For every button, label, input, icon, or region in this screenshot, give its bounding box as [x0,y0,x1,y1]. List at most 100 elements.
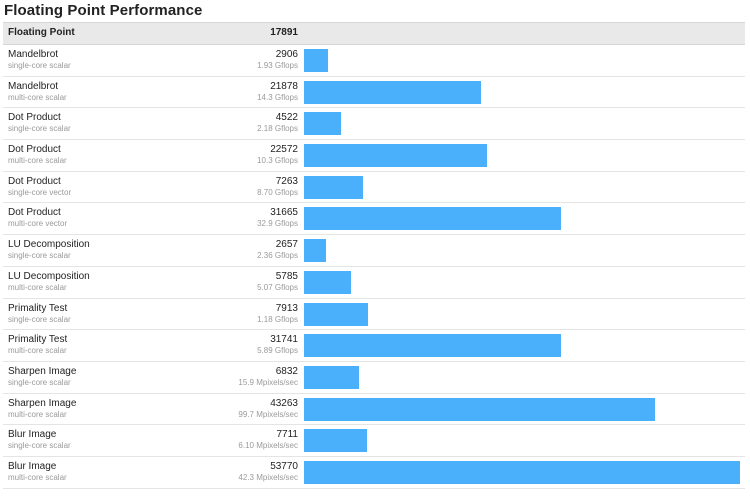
benchmark-rate: 15.9 Mpixels/sec [238,377,298,387]
table-row: Dot Product single-core vector 7263 8.70 Gf… [3,172,745,204]
table-row: LU Decomposition multi-core scalar 5785 5.0… [3,267,745,299]
benchmark-variant: single-core scalar [8,377,71,387]
table-row: Mandelbrot single-core scalar 2906 1.93 Gfl… [3,45,745,77]
benchmark-name: Blur Image [8,429,57,441]
benchmark-score: 7913 [275,302,298,314]
benchmark-rate: 6.10 Mpixels/sec [238,441,298,451]
benchmark-name: LU Decomposition [8,270,90,282]
table-row: LU Decomposition single-core scalar 2657 2.… [3,235,745,267]
table-row: Blur Image multi-core scalar 53770 42.3 Mpi… [3,457,745,489]
score-bar [304,270,351,294]
table-row: Blur Image single-core scalar 7711 6.10 Mpi… [3,425,745,457]
score-bar [304,365,360,389]
bar-track [304,144,740,168]
table-row: Mandelbrot multi-core scalar 21878 14.3 Gfl… [3,77,745,109]
score-bar [304,175,363,199]
benchmark-rate: 32.9 Gflops [257,219,298,229]
table-row: Primality Test single-core scalar 7913 1.18… [3,299,745,331]
table-row: Dot Product multi-core vector 31665 32.9 Gf… [3,203,745,236]
benchmark-rate: 42.3 Mpixels/sec [238,472,298,482]
benchmark-rate: 1.93 Gflops [257,61,298,70]
benchmark-rows: Mandelbrot single-core scalar 2906 1.93 Gfl… [3,45,745,489]
benchmark-variant: single-core scalar [8,314,71,324]
score-bar [304,207,561,231]
benchmark-score: 6832 [275,365,298,377]
table-header: Floating Point 17891 [3,22,745,45]
bar-track [304,80,740,104]
benchmark-table: Floating Point 17891 Mandelbrot single-co… [3,22,745,489]
page-title: Floating Point Performance [4,2,203,19]
benchmark-variant: single-core scalar [8,61,71,70]
benchmark-variant: multi-core scalar [8,472,67,482]
benchmark-rate: 99.7 Mpixels/sec [238,409,298,419]
benchmark-variant: single-core scalar [8,251,71,261]
table-row: Sharpen Image single-core scalar 6832 15.9 … [3,362,745,394]
benchmark-name: Dot Product [8,207,61,219]
table-row: Sharpen Image multi-core scalar 43263 99.7 … [3,394,745,426]
benchmark-rate: 5.89 Gflops [257,346,298,356]
score-bar [304,302,369,326]
benchmark-rate: 2.36 Gflops [257,251,298,261]
benchmark-score: 5785 [275,270,298,282]
benchmark-score: 7263 [275,175,298,187]
benchmark-variant: multi-core scalar [8,409,67,419]
benchmark-name: Blur Image [8,460,57,472]
benchmark-score: 4522 [275,112,298,124]
table-row: Dot Product single-core scalar 4522 2.18 Gf… [3,108,745,141]
benchmark-rate: 1.18 Gflops [257,314,298,324]
benchmark-name: Mandelbrot [8,49,59,60]
score-bar [304,429,367,453]
header-score: 17891 [270,27,298,38]
benchmark-variant: multi-core scalar [8,156,67,166]
bar-track [304,397,740,421]
benchmark-variant: single-core scalar [8,441,71,451]
benchmark-score: 2906 [275,49,298,60]
benchmark-name: Sharpen Image [8,397,77,409]
table-row: Dot Product multi-core scalar 22572 10.3 Gf… [3,140,745,172]
benchmark-name: LU Decomposition [8,239,90,251]
table-row: Primality Test multi-core scalar 31741 5.89… [3,330,745,362]
benchmark-score: 22572 [270,144,298,156]
benchmark-rate: 10.3 Gflops [257,156,298,166]
score-bar [304,239,326,263]
bar-track [304,239,740,263]
benchmark-variant: multi-core vector [8,219,68,229]
score-bar [304,460,740,484]
benchmark-score: 53770 [270,460,298,472]
benchmark-rate: 8.70 Gflops [257,187,298,197]
benchmark-rate: 5.07 Gflops [257,282,298,292]
benchmark-name: Sharpen Image [8,365,77,377]
bar-track [304,365,740,389]
benchmark-name: Primality Test [8,302,68,314]
score-bar [304,397,655,421]
benchmark-variant: multi-core scalar [8,346,67,356]
score-bar [304,112,341,136]
score-bar [304,334,562,358]
bar-track [304,112,740,136]
header-label: Floating Point [8,27,75,38]
benchmark-score: 21878 [270,80,298,92]
benchmark-score: 43263 [270,397,298,409]
benchmark-score: 2657 [275,239,298,251]
score-bar [304,49,328,72]
benchmark-name: Primality Test [8,334,68,346]
bar-track [304,460,740,484]
benchmark-rate: 2.18 Gflops [257,124,298,134]
benchmark-variant: single-core scalar [8,124,71,134]
bar-track [304,334,740,358]
score-bar [304,144,488,168]
benchmark-variant: multi-core scalar [8,92,67,102]
benchmark-score: 7711 [276,429,298,441]
bar-track [304,207,740,231]
benchmark-name: Mandelbrot [8,80,59,92]
bar-track [304,49,740,72]
benchmark-score: 31741 [270,334,298,346]
benchmark-name: Dot Product [8,112,61,124]
benchmark-name: Dot Product [8,144,61,156]
bar-track [304,429,740,453]
score-bar [304,80,482,104]
benchmark-rate: 14.3 Gflops [257,92,298,102]
benchmark-name: Dot Product [8,175,61,187]
bar-track [304,270,740,294]
benchmark-variant: single-core vector [8,187,72,197]
